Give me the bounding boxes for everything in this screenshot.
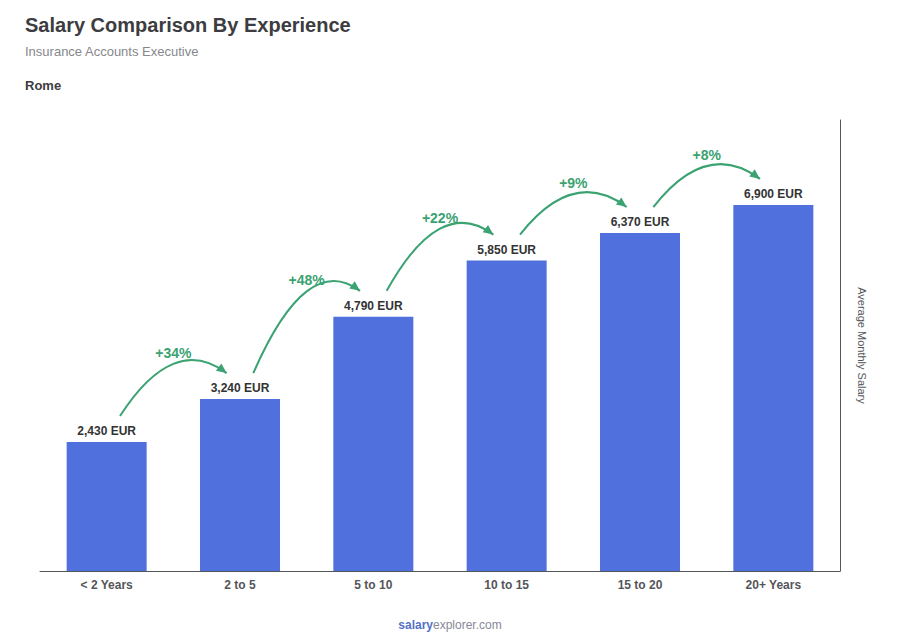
svg-text:20+ Years: 20+ Years — [746, 578, 802, 592]
svg-text:15 to 20: 15 to 20 — [618, 578, 663, 592]
svg-text:Rome: Rome — [25, 78, 61, 93]
svg-text:2 to 5: 2 to 5 — [224, 578, 256, 592]
svg-text:6,370 EUR: 6,370 EUR — [611, 215, 670, 229]
svg-text:Insurance Accounts Executive: Insurance Accounts Executive — [25, 44, 198, 59]
svg-text:+22%: +22% — [422, 210, 459, 226]
svg-text:Average Monthly Salary: Average Monthly Salary — [856, 287, 868, 404]
svg-text:+48%: +48% — [289, 272, 326, 288]
svg-text:2,430 EUR: 2,430 EUR — [77, 424, 136, 438]
svg-text:+34%: +34% — [155, 345, 192, 361]
svg-text:10 to 15: 10 to 15 — [484, 578, 529, 592]
svg-text:4,790 EUR: 4,790 EUR — [344, 299, 403, 313]
svg-text:+9%: +9% — [559, 175, 588, 191]
svg-text:< 2 Years: < 2 Years — [81, 578, 133, 592]
svg-text:Salary Comparison By Experienc: Salary Comparison By Experience — [25, 14, 351, 36]
svg-text:5,850 EUR: 5,850 EUR — [477, 243, 536, 257]
svg-text:salary: salary — [398, 618, 433, 632]
svg-text:explorer.com: explorer.com — [433, 618, 502, 632]
svg-text:5 to 10: 5 to 10 — [354, 578, 392, 592]
svg-text:+8%: +8% — [692, 147, 721, 163]
svg-text:6,900 EUR: 6,900 EUR — [744, 187, 803, 201]
svg-text:3,240 EUR: 3,240 EUR — [211, 381, 270, 395]
